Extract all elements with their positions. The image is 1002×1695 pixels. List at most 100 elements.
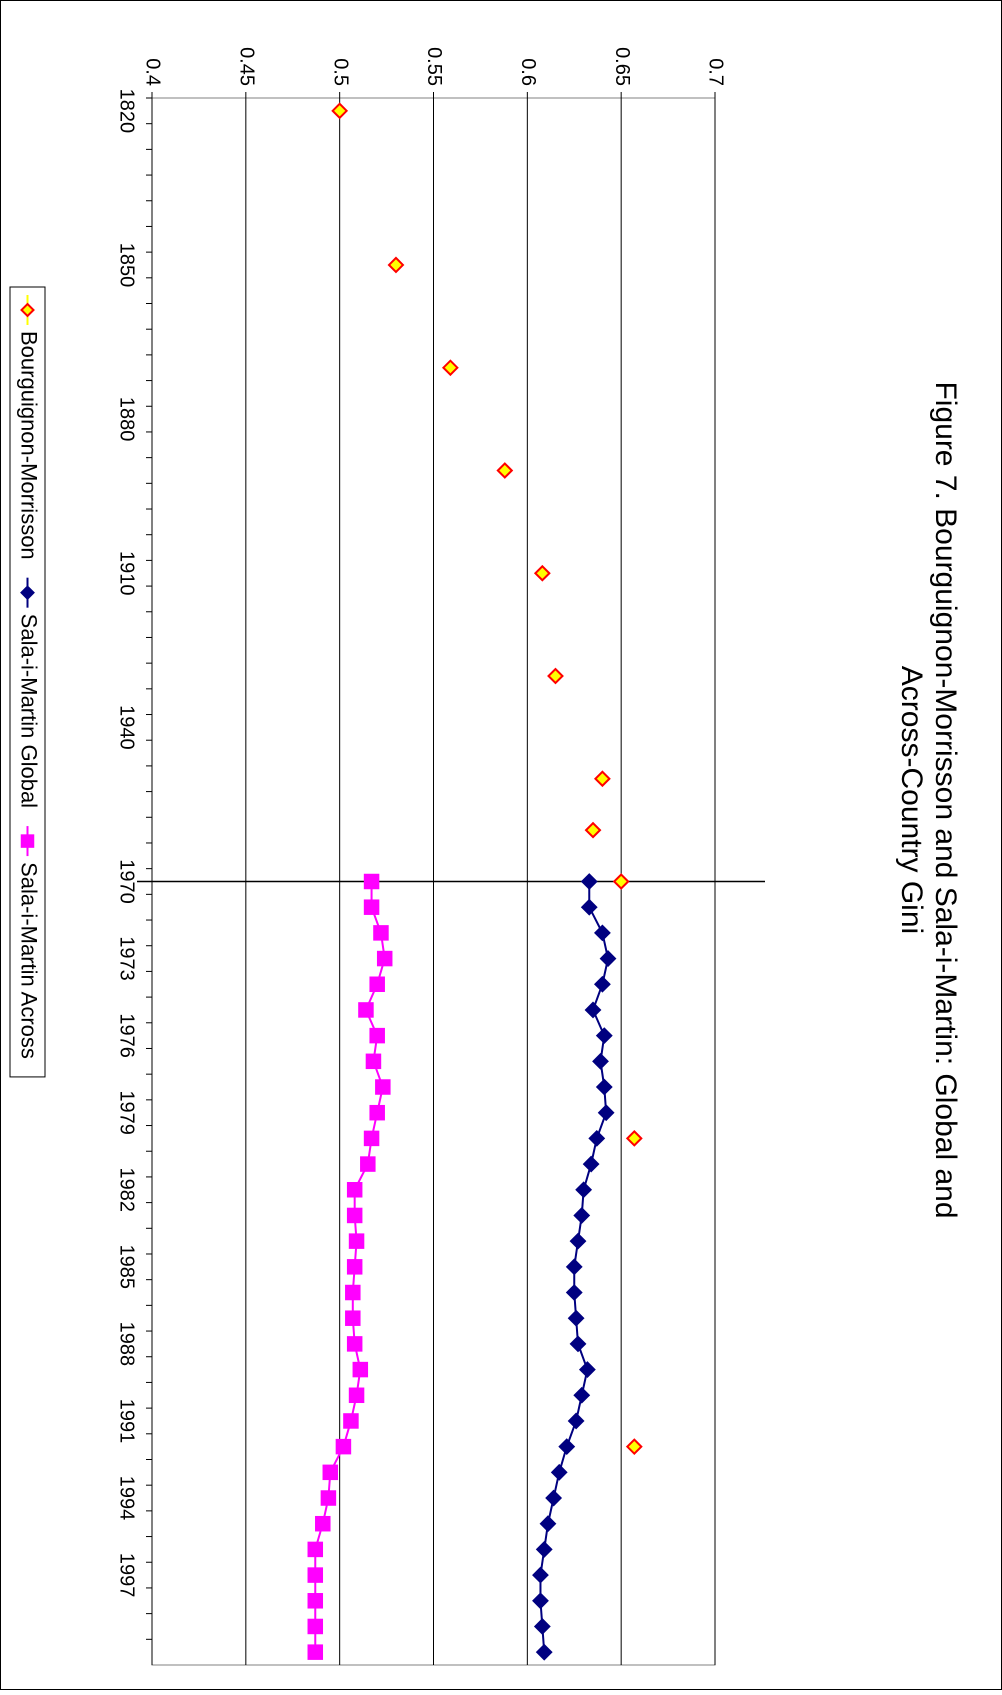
x-tick-label: 1979 — [116, 1090, 138, 1135]
marker — [441, 359, 459, 377]
marker — [533, 564, 551, 582]
marker — [363, 899, 380, 915]
marker — [532, 1566, 549, 1584]
marker — [584, 821, 602, 839]
marker — [307, 1618, 324, 1635]
marker — [595, 1027, 613, 1045]
marker — [535, 1643, 553, 1661]
marker — [545, 1489, 563, 1507]
x-tick-label: 1940 — [116, 705, 138, 750]
x-tick-label: 1985 — [116, 1245, 138, 1290]
marker — [569, 1335, 587, 1353]
marker — [593, 975, 611, 993]
marker — [373, 925, 389, 941]
x-tick-label: 1976 — [116, 1013, 138, 1058]
marker — [348, 1387, 365, 1404]
marker — [307, 1541, 324, 1558]
y-tick-label: 0.65 — [611, 47, 633, 86]
y-tick-label: 0.55 — [423, 47, 445, 86]
marker — [612, 873, 630, 890]
marker — [580, 873, 598, 890]
legend-label: Sala-i-Martin Across — [17, 862, 42, 1059]
x-tick-label: 1880 — [116, 397, 138, 442]
marker — [569, 1232, 587, 1250]
marker — [346, 1259, 363, 1275]
y-tick-label: 0.45 — [236, 47, 258, 86]
marker — [558, 1438, 576, 1456]
marker — [363, 873, 380, 890]
marker — [320, 1490, 337, 1506]
marker — [496, 462, 514, 479]
marker — [348, 1233, 365, 1249]
marker — [573, 1207, 591, 1224]
marker — [322, 1464, 339, 1481]
x-tick-label: 1997 — [116, 1553, 138, 1598]
marker — [346, 1182, 363, 1198]
legend-label: Bourguignon-Morrisson — [17, 331, 42, 560]
marker — [535, 1540, 553, 1558]
y-tick-label: 0.7 — [705, 58, 727, 86]
marker — [20, 585, 35, 601]
marker — [593, 924, 611, 942]
marker — [358, 1002, 374, 1018]
marker — [597, 1104, 615, 1122]
marker — [375, 1079, 391, 1095]
y-tick-label: 0.5 — [329, 58, 351, 86]
x-tick-label: 1910 — [116, 551, 138, 596]
marker — [315, 1515, 331, 1532]
marker — [369, 976, 385, 993]
marker — [365, 1053, 382, 1070]
marker — [369, 1027, 385, 1044]
marker — [625, 1438, 643, 1456]
marker — [352, 1361, 369, 1378]
x-tick-label: 1982 — [116, 1168, 138, 1213]
x-tick-label: 1970 — [116, 859, 138, 904]
y-tick-label: 0.6 — [517, 58, 539, 86]
marker — [593, 770, 611, 788]
rotated-frame: Figure 7. Bourguignon-Morrisson and Sala… — [9, 47, 962, 1666]
x-tick-label: 1994 — [116, 1476, 138, 1521]
x-tick-label: 1973 — [116, 936, 138, 981]
marker — [539, 1515, 557, 1533]
marker — [345, 1310, 361, 1326]
marker — [307, 1567, 324, 1583]
marker — [565, 1258, 583, 1276]
marker — [578, 1361, 596, 1378]
marker — [547, 667, 564, 685]
marker — [363, 1130, 380, 1147]
marker — [345, 1284, 361, 1301]
marker — [307, 1593, 324, 1609]
marker — [369, 1104, 385, 1121]
marker — [625, 1129, 643, 1147]
marker — [582, 1155, 600, 1173]
legend-label: Sala-i-Martin Global — [17, 614, 42, 808]
marker — [343, 1413, 359, 1429]
marker — [346, 1207, 363, 1224]
x-tick-label: 1988 — [116, 1322, 138, 1367]
marker — [580, 898, 598, 916]
marker — [575, 1181, 593, 1199]
marker — [567, 1309, 585, 1327]
title-box: Figure 7. Bourguignon-Morrisson and Sala… — [895, 381, 962, 1219]
marker — [584, 1001, 602, 1019]
marker — [20, 302, 35, 318]
x-tick-label: 1850 — [116, 243, 138, 288]
x-tick-label: 1820 — [116, 89, 138, 134]
marker — [331, 102, 349, 120]
chart-title: Figure 7. Bourguignon-Morrisson and Sala… — [895, 381, 962, 1219]
marker — [573, 1386, 591, 1404]
marker — [307, 1644, 324, 1660]
marker — [565, 1284, 583, 1301]
marker — [550, 1463, 568, 1481]
marker — [532, 1592, 549, 1610]
marker — [567, 1412, 585, 1430]
marker — [387, 256, 405, 274]
marker — [595, 1078, 613, 1096]
legend-box — [9, 286, 46, 1078]
marker — [335, 1438, 352, 1455]
marker — [599, 950, 617, 967]
marker — [533, 1618, 551, 1635]
